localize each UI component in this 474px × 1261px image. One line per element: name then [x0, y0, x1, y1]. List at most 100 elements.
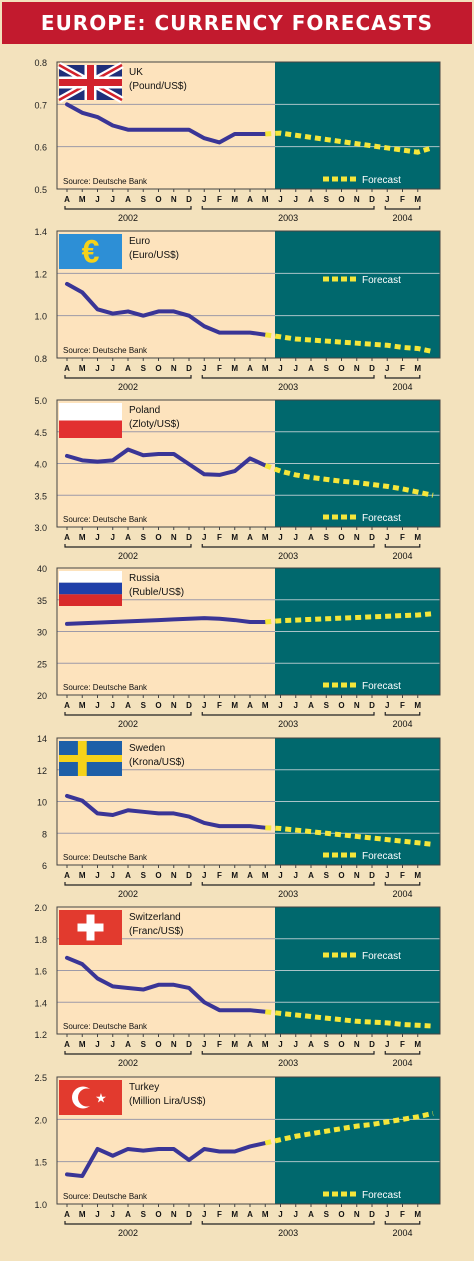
year-label: 2002 [118, 719, 138, 729]
month-tick-label: S [324, 871, 330, 880]
actual-line [65, 793, 268, 830]
y-tick-label: 0.6 [34, 143, 47, 153]
month-tick-label: O [338, 1040, 344, 1049]
month-tick-label: J [111, 533, 115, 542]
y-tick-label: 30 [37, 628, 47, 638]
month-tick-label: M [414, 364, 421, 373]
month-tick-label: M [231, 195, 238, 204]
currency-chart: 2.0 1.8 1.6 1.4 1.2 Switzerland (Franc/US$) Sou… [34, 903, 441, 1068]
y-tick-label: 14 [37, 734, 47, 744]
switzerland-flag [59, 910, 122, 945]
month-tick-label: A [64, 1040, 70, 1049]
month-tick-label: A [125, 533, 131, 542]
month-tick-label: O [338, 533, 344, 542]
month-tick-label: J [294, 195, 298, 204]
year-label: 2004 [392, 1058, 412, 1068]
month-tick-label: F [217, 1040, 222, 1049]
year-label: 2003 [278, 719, 298, 729]
month-tick-label: J [385, 533, 389, 542]
month-tick-label: A [247, 701, 253, 710]
year-bracket [201, 544, 375, 548]
month-tick-label: S [141, 195, 147, 204]
source-note: Source: Deutsche Bank [63, 853, 148, 862]
month-tick-label: S [324, 364, 330, 373]
flag-stripe [59, 582, 122, 595]
flag-cross [59, 79, 122, 86]
y-tick-label: 20 [37, 691, 47, 701]
month-tick-label: J [111, 1040, 115, 1049]
month-tick-label: M [414, 1040, 421, 1049]
month-tick-label: A [64, 871, 70, 880]
month-tick-label: D [369, 1040, 375, 1049]
month-tick-label: N [171, 1040, 177, 1049]
month-tick-label: N [354, 1210, 360, 1219]
y-tick-label: 4.0 [34, 460, 47, 470]
year-bracket [64, 206, 192, 210]
month-tick-label: J [385, 701, 389, 710]
y-tick-label: 6 [42, 861, 47, 871]
star-icon: ★ [95, 1091, 107, 1106]
y-tick-label: 1.0 [34, 1200, 47, 1210]
month-tick-label: J [294, 364, 298, 373]
year-label: 2003 [278, 382, 298, 392]
forecast-legend-label: Forecast [362, 681, 401, 692]
month-tick-label: O [155, 1040, 161, 1049]
month-tick-label: A [308, 871, 314, 880]
month-tick-label: S [324, 195, 330, 204]
month-tick-label: J [202, 364, 206, 373]
month-tick-label: J [294, 533, 298, 542]
month-tick-label: N [354, 871, 360, 880]
month-tick-label: S [141, 701, 147, 710]
month-tick-label: A [125, 364, 131, 373]
currency-chart: 40 35 30 25 20 Russia (Ruble/US$) Source: Deuts… [37, 564, 441, 729]
y-tick-label: 40 [37, 564, 47, 574]
month-tick-label: A [247, 1210, 253, 1219]
month-tick-label: M [262, 871, 269, 880]
y-tick-label: 25 [37, 659, 47, 669]
flag-stripe [59, 403, 122, 421]
forecast-legend-label: Forecast [362, 275, 401, 286]
month-tick-label: F [400, 1210, 405, 1219]
y-tick-label: 10 [37, 798, 47, 808]
month-tick-label: J [278, 701, 282, 710]
y-tick-label: 2.0 [34, 1115, 47, 1125]
month-tick-label: D [369, 533, 375, 542]
month-tick-label: F [217, 195, 222, 204]
source-note: Source: Deutsche Bank [63, 683, 148, 692]
forecast-legend-label: Forecast [362, 1190, 401, 1201]
month-tick-label: J [111, 871, 115, 880]
month-tick-label: M [262, 1210, 269, 1219]
month-tick-label: J [95, 364, 99, 373]
currency-unit: (Krona/US$) [129, 757, 185, 768]
month-tick-label: D [186, 1040, 192, 1049]
y-tick-label: 1.8 [34, 935, 47, 945]
month-tick-label: O [338, 871, 344, 880]
month-tick-label: D [186, 364, 192, 373]
month-tick-label: M [414, 871, 421, 880]
month-tick-label: M [414, 1210, 421, 1219]
forecast-panel [275, 62, 440, 189]
month-tick-label: J [278, 871, 282, 880]
month-tick-label: A [308, 364, 314, 373]
month-tick-label: M [79, 871, 86, 880]
month-tick-label: A [247, 1040, 253, 1049]
currency-unit: (Euro/US$) [129, 250, 179, 261]
currency-name: Euro [129, 236, 151, 247]
month-tick-label: S [141, 1210, 147, 1219]
actual-line [65, 281, 268, 337]
actual-line [65, 955, 268, 1014]
source-note: Source: Deutsche Bank [63, 1192, 148, 1201]
month-tick-label: J [202, 1210, 206, 1219]
month-tick-label: O [338, 364, 344, 373]
month-tick-label: F [400, 1040, 405, 1049]
month-tick-label: D [369, 364, 375, 373]
flag-stripe [59, 594, 122, 606]
month-tick-label: J [95, 871, 99, 880]
plot-border [56, 906, 441, 1035]
month-tick-label: F [400, 533, 405, 542]
month-tick-label: D [186, 701, 192, 710]
month-tick-label: A [125, 871, 131, 880]
month-tick-label: M [262, 701, 269, 710]
plot-border [56, 737, 441, 866]
year-label: 2002 [118, 382, 138, 392]
